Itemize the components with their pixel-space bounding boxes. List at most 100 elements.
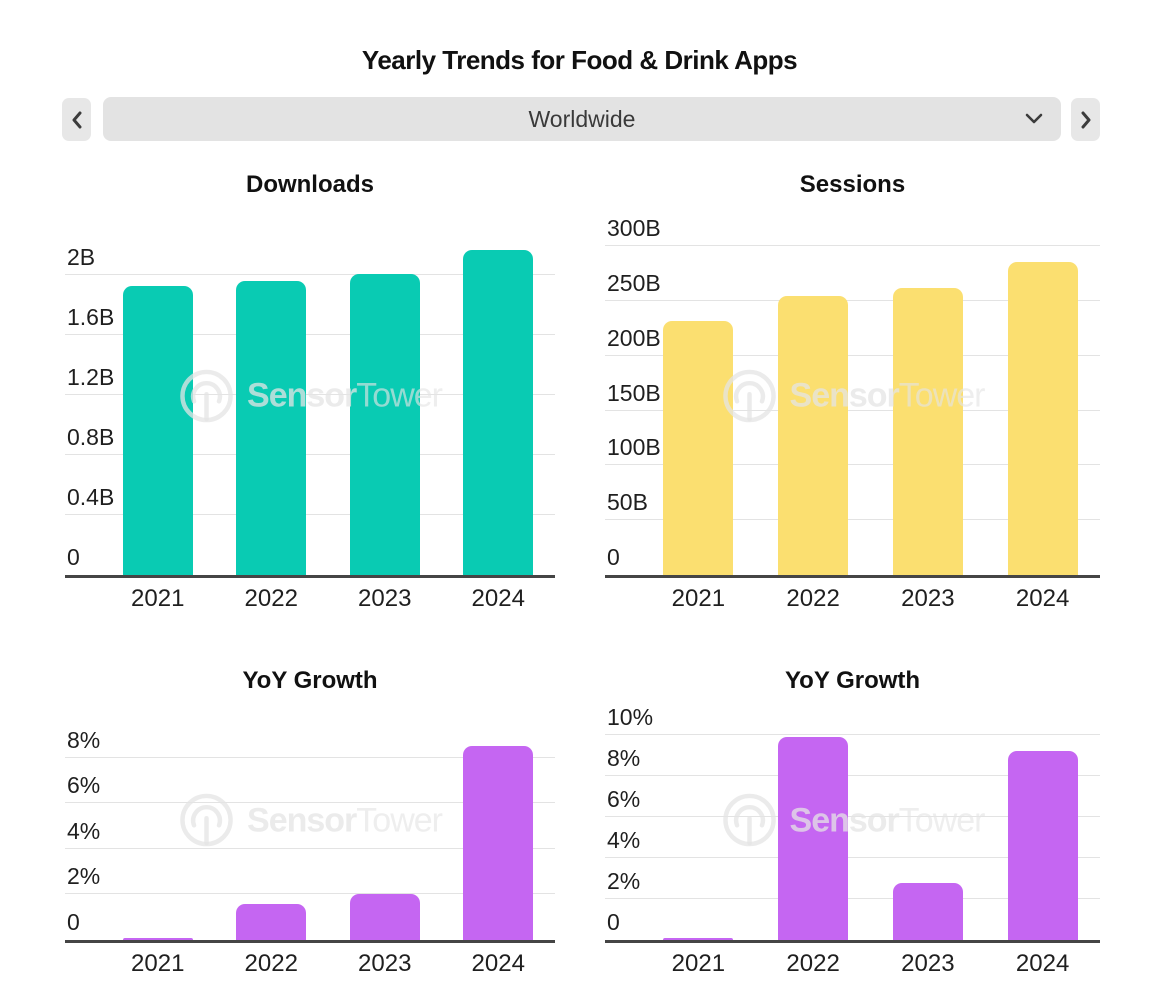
bar-2021	[663, 320, 734, 575]
chevron-down-icon	[1023, 110, 1045, 128]
bars-row	[65, 230, 555, 575]
bars-row	[65, 710, 555, 940]
y-axis-tick-label: 2%	[67, 863, 101, 890]
bar-2021	[663, 937, 734, 940]
chart-title: Downloads	[245, 171, 374, 198]
y-axis-tick-label: 250B	[607, 270, 661, 297]
gridline	[605, 464, 1100, 466]
gridline	[605, 815, 1100, 817]
region-dropdown-value: Worldwide	[528, 105, 636, 132]
y-axis-tick-label: 0	[67, 544, 80, 570]
next-category-button[interactable]	[1071, 98, 1100, 141]
x-axis-tick-label: 2024	[471, 950, 525, 977]
gridline	[605, 519, 1100, 521]
bar-2021	[122, 937, 193, 940]
bar-2023	[349, 273, 420, 575]
y-axis-tick-label: 50B	[607, 489, 648, 516]
bar-2022	[778, 736, 849, 940]
y-axis-tick-label: 4%	[67, 817, 101, 844]
bar-slot	[328, 710, 442, 940]
y-axis-tick-label: 0.4B	[67, 484, 115, 510]
page-title: Yearly Trends for Food & Drink Apps	[361, 45, 798, 76]
plot-area: SensorTower 0 0.4B 0.8B 1.2B 1.6B 2B	[65, 230, 555, 578]
y-axis-tick-label: 2%	[607, 867, 641, 894]
gridline	[65, 756, 555, 758]
gridline	[65, 334, 555, 335]
y-axis-tick-label: 150B	[607, 379, 661, 406]
y-axis-tick-label: 1.2B	[67, 364, 115, 390]
y-axis-tick-label: 1.6B	[67, 304, 115, 330]
plot-area: SensorTower 0 2% 4% 6% 8%	[65, 710, 555, 943]
sessions-chart: Sessions SensorTower 0 50B 100B 150B 200B 250…	[605, 170, 1100, 613]
gridline	[65, 893, 555, 895]
x-axis-tick-label: 2022	[786, 950, 840, 977]
y-axis-tick-label: 100B	[607, 434, 661, 461]
bar-2024	[1007, 751, 1078, 940]
y-axis-tick-label: 300B	[607, 215, 661, 242]
bar-slot	[871, 710, 986, 940]
x-axis-tick-label: 2021	[131, 585, 185, 612]
bar-slot	[641, 710, 756, 940]
downloads-chart: Downloads SensorTower 0 0.4B 0.8B 1.2B 1.6B 2…	[65, 170, 555, 613]
gridline	[605, 897, 1100, 899]
sessions-yoy-growth-chart: YoY Growth SensorTower 0 2% 4% 6% 8% 10% 2021…	[605, 666, 1100, 978]
x-axis-tick-label: 2022	[786, 585, 840, 612]
region-dropdown[interactable]: Worldwide	[103, 97, 1061, 141]
x-axis-tick-label: 2021	[671, 950, 726, 977]
bar-slot	[871, 230, 986, 575]
bar-slot	[985, 230, 1100, 575]
bar-slot	[328, 230, 442, 575]
bar-2023	[349, 894, 420, 940]
downloads-yoy-growth-chart: YoY Growth SensorTower 0 2% 4% 6% 8% 2021 202…	[65, 666, 555, 978]
previous-category-button[interactable]	[62, 98, 91, 141]
chart-title: Sessions	[799, 171, 906, 198]
gridline	[605, 774, 1100, 776]
gridline	[605, 300, 1100, 302]
y-axis-tick-label: 6%	[607, 785, 641, 812]
bar-2024	[463, 249, 534, 575]
y-axis-tick-label: 10%	[607, 703, 654, 730]
x-axis-tick-label: 2023	[901, 585, 955, 612]
x-axis-labels: 2021 2022 2023 2024	[65, 585, 555, 613]
gridline	[65, 274, 555, 275]
x-axis-tick-label: 2021	[671, 585, 726, 612]
y-axis-tick-label: 0	[607, 544, 620, 570]
bar-2024	[463, 746, 534, 940]
x-axis-labels: 2021 2022 2023 2024	[65, 950, 555, 978]
bar-slot	[756, 230, 871, 575]
chart-title: YoY Growth	[784, 667, 921, 694]
plot-area: SensorTower 0 50B 100B 150B 200B 250B 300B	[605, 217, 1100, 578]
gridline	[65, 514, 555, 515]
x-axis-tick-label: 2024	[1015, 950, 1070, 977]
bar-2021	[122, 285, 193, 575]
chevron-right-icon	[1078, 110, 1094, 130]
bar-slot	[985, 710, 1100, 940]
bar-2022	[236, 903, 307, 940]
bar-slot	[215, 230, 329, 575]
bar-slot	[215, 710, 329, 940]
bar-slot	[442, 230, 556, 575]
y-axis-tick-label: 0.8B	[67, 424, 115, 450]
x-axis-tick-label: 2023	[358, 585, 412, 612]
bars-row	[605, 230, 1100, 575]
bars-row	[605, 710, 1100, 940]
gridline	[605, 354, 1100, 356]
gridline	[605, 733, 1100, 735]
bar-slot	[101, 710, 215, 940]
gridline	[605, 245, 1100, 247]
bar-2022	[236, 281, 307, 575]
x-axis-tick-label: 2024	[1015, 585, 1070, 612]
y-axis-tick-label: 0	[67, 909, 80, 935]
y-axis-tick-label: 0	[607, 909, 620, 935]
y-axis-tick-label: 4%	[607, 826, 641, 853]
gridline	[65, 454, 555, 455]
plot-area: SensorTower 0 2% 4% 6% 8% 10%	[605, 705, 1100, 943]
x-axis-tick-label: 2024	[471, 585, 525, 612]
x-axis-tick-label: 2023	[358, 950, 412, 977]
x-axis-tick-label: 2023	[901, 950, 955, 977]
bar-slot	[641, 230, 756, 575]
bar-slot	[442, 710, 556, 940]
x-axis-tick-label: 2022	[244, 585, 298, 612]
bar-2024	[1007, 261, 1078, 575]
y-axis-tick-label: 6%	[67, 772, 101, 799]
